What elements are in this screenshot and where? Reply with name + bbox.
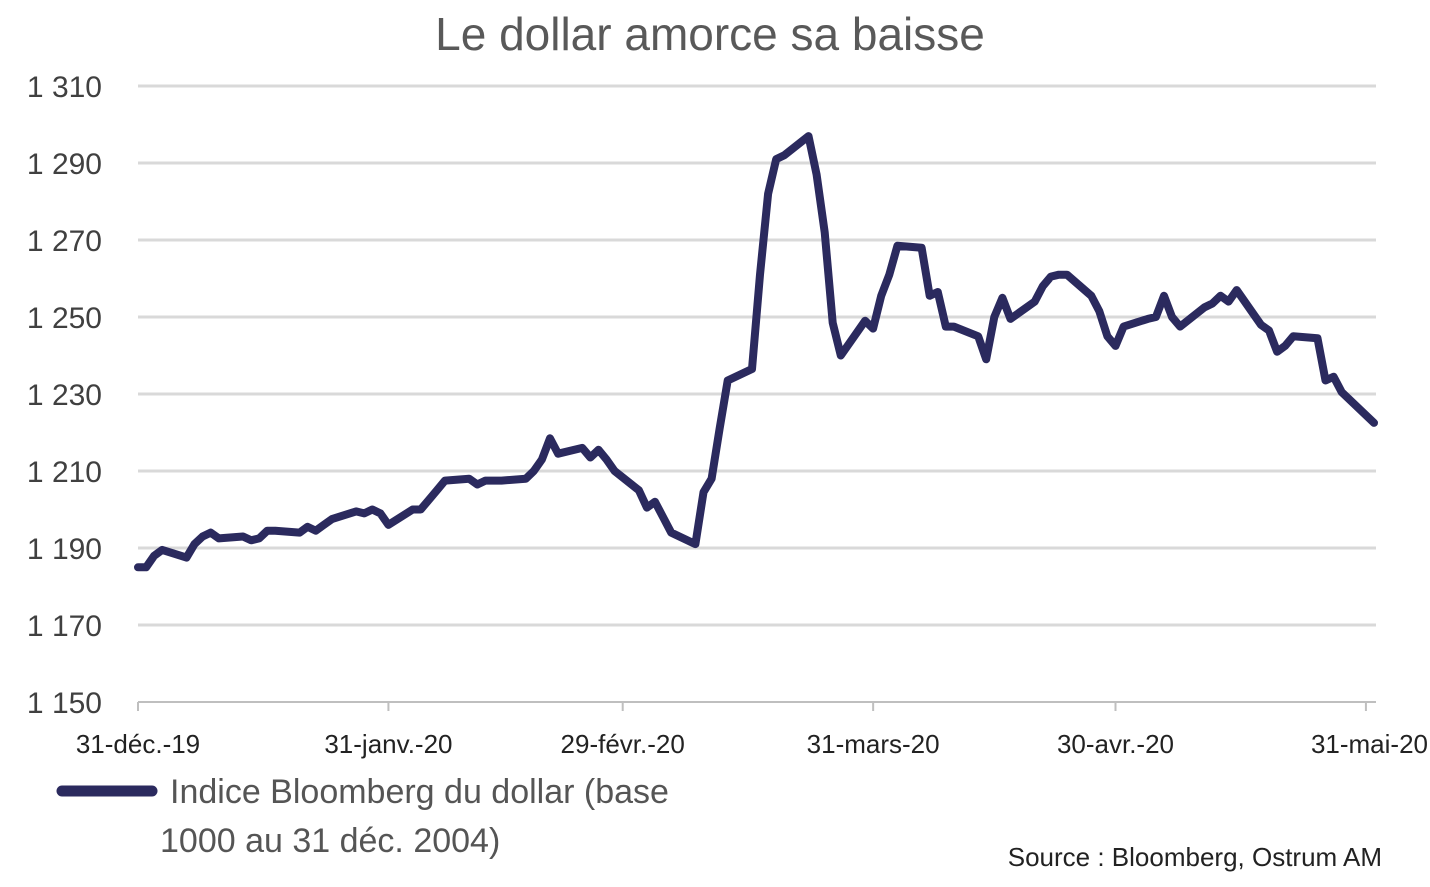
y-tick-label: 1 290 bbox=[27, 148, 102, 181]
y-tick-label: 1 230 bbox=[27, 379, 102, 412]
series-group bbox=[134, 132, 1378, 572]
x-tick-label: 31-déc.-19 bbox=[76, 729, 200, 759]
x-tick-label: 31-mai-20 bbox=[1311, 729, 1428, 759]
x-axis-ticks: 31-déc.-19 31-janv.-20 29-févr.-20 31-mars-… bbox=[76, 702, 1428, 759]
source-note: Source : Bloomberg, Ostrum AM bbox=[1008, 842, 1382, 872]
y-tick-label: 1 150 bbox=[27, 687, 102, 720]
chart-title: Le dollar amorce sa baisse bbox=[435, 8, 985, 60]
legend-label-line2: 1000 au 31 déc. 2004) bbox=[160, 822, 500, 860]
y-tick-label: 1 270 bbox=[27, 225, 102, 258]
y-axis-ticks: 1 150 1 170 1 190 1 210 1 230 1 250 1 270 1 290… bbox=[27, 71, 102, 720]
x-tick-label: 29-févr.-20 bbox=[561, 729, 685, 759]
y-tick-label: 1 210 bbox=[27, 456, 102, 489]
legend: Indice Bloomberg du dollar (base 1000 au… bbox=[56, 773, 669, 860]
x-tick-label: 30-avr.-20 bbox=[1057, 729, 1174, 759]
series-line bbox=[134, 132, 1378, 572]
y-tick-label: 1 310 bbox=[27, 71, 102, 104]
x-tick-label: 31-janv.-20 bbox=[324, 729, 452, 759]
y-tick-label: 1 250 bbox=[27, 302, 102, 335]
x-tick-label: 31-mars-20 bbox=[807, 729, 940, 759]
legend-label-line1: Indice Bloomberg du dollar (base bbox=[170, 773, 669, 811]
y-tick-label: 1 170 bbox=[27, 610, 102, 643]
y-tick-label: 1 190 bbox=[27, 533, 102, 566]
